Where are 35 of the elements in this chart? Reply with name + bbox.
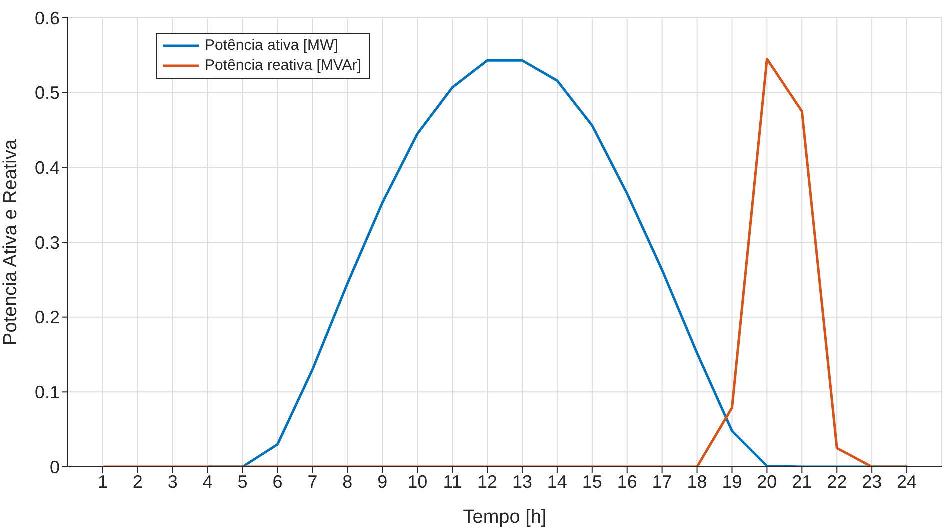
x-tick-label: 24 xyxy=(897,472,918,492)
legend-label: Potência reativa [MVAr] xyxy=(205,56,362,76)
y-tick-label: 0.6 xyxy=(34,8,60,28)
x-tick-label: 10 xyxy=(408,472,428,492)
y-tick-label: 0.1 xyxy=(34,382,60,403)
x-tick-label: 11 xyxy=(443,472,462,492)
y-tick-label: 0.2 xyxy=(34,308,60,328)
x-tick-label: 4 xyxy=(202,472,213,492)
x-tick-label: 1 xyxy=(98,472,108,492)
x-tick-label: 19 xyxy=(722,472,742,492)
x-tick-label: 13 xyxy=(512,472,532,492)
x-tick-label: 5 xyxy=(238,472,248,492)
y-tick-label: 0.3 xyxy=(34,232,60,253)
x-tick-label: 23 xyxy=(862,472,882,492)
x-tick-label: 6 xyxy=(272,472,283,492)
legend-label: Potência ativa [MW] xyxy=(205,36,338,56)
y-tick-label: 0.5 xyxy=(34,83,60,104)
y-axis-title: Potencia Ativa e Reativa xyxy=(0,139,22,346)
x-tick-label: 9 xyxy=(378,472,388,492)
x-tick-label: 18 xyxy=(687,472,708,492)
x-tick-label: 3 xyxy=(168,472,178,492)
x-tick-label: 12 xyxy=(478,472,498,492)
x-tick-label: 15 xyxy=(582,472,602,492)
x-tick-label: 2 xyxy=(132,472,143,492)
x-tick-label: 20 xyxy=(757,472,778,492)
x-tick-label: 16 xyxy=(617,472,638,492)
x-tick-label: 22 xyxy=(827,472,848,492)
y-tick-label: 0 xyxy=(50,457,60,478)
x-tick-label: 7 xyxy=(308,472,318,492)
x-axis-title: Tempo [h] xyxy=(463,507,547,527)
x-tick-label: 21 xyxy=(792,472,812,492)
x-tick-label: 17 xyxy=(652,472,672,492)
x-tick-label: 8 xyxy=(342,472,353,492)
x-tick-label: 14 xyxy=(547,472,568,492)
y-tick-label: 0.4 xyxy=(34,158,60,178)
